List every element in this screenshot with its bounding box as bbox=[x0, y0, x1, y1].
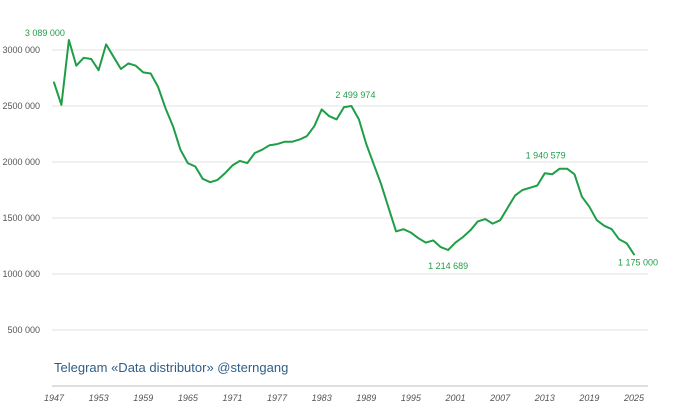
x-tick-label: 2007 bbox=[489, 393, 511, 403]
watermark-text: Telegram «Data distributor» @sterngang bbox=[54, 360, 289, 375]
y-tick-label: 1000 000 bbox=[2, 269, 40, 279]
y-tick-label: 3000 000 bbox=[2, 45, 40, 55]
x-tick-label: 1983 bbox=[312, 393, 332, 403]
data-annotations: 3 089 000 2 499 974 1 214 689 1 940 579 1 17… bbox=[25, 28, 658, 271]
x-tick-label: 1989 bbox=[356, 393, 376, 403]
x-tick-label: 2001 bbox=[445, 393, 466, 403]
annotation-label: 1 175 000 bbox=[618, 257, 658, 267]
x-tick-label: 2025 bbox=[623, 393, 645, 403]
x-tick-labels: 1947 1953 1959 1965 1971 1977 1983 1989 1995 2001… bbox=[44, 393, 645, 403]
annotation-label: 3 089 000 bbox=[25, 28, 65, 38]
x-tick-label: 1947 bbox=[44, 393, 65, 403]
x-tick-label: 1995 bbox=[401, 393, 422, 403]
x-tick-label: 1959 bbox=[133, 393, 153, 403]
annotation-label: 2 499 974 bbox=[335, 90, 375, 100]
x-tick-label: 1977 bbox=[267, 393, 288, 403]
y-tick-labels: 500 000 1000 000 1500 000 2000 000 2500 000 3… bbox=[2, 45, 40, 335]
x-tick-label: 1971 bbox=[222, 393, 242, 403]
x-tick-label: 2019 bbox=[578, 393, 599, 403]
y-tick-label: 500 000 bbox=[7, 325, 40, 335]
y-tick-label: 1500 000 bbox=[2, 213, 40, 223]
y-tick-label: 2500 000 bbox=[2, 101, 40, 111]
y-tick-label: 2000 000 bbox=[2, 157, 40, 167]
annotation-label: 1 214 689 bbox=[428, 261, 468, 271]
population-line bbox=[53, 39, 635, 256]
annotation-label: 1 940 579 bbox=[526, 151, 566, 161]
x-tick-label: 1965 bbox=[178, 393, 199, 403]
x-tick-label: 2013 bbox=[534, 393, 555, 403]
x-tick-label: 1953 bbox=[89, 393, 109, 403]
